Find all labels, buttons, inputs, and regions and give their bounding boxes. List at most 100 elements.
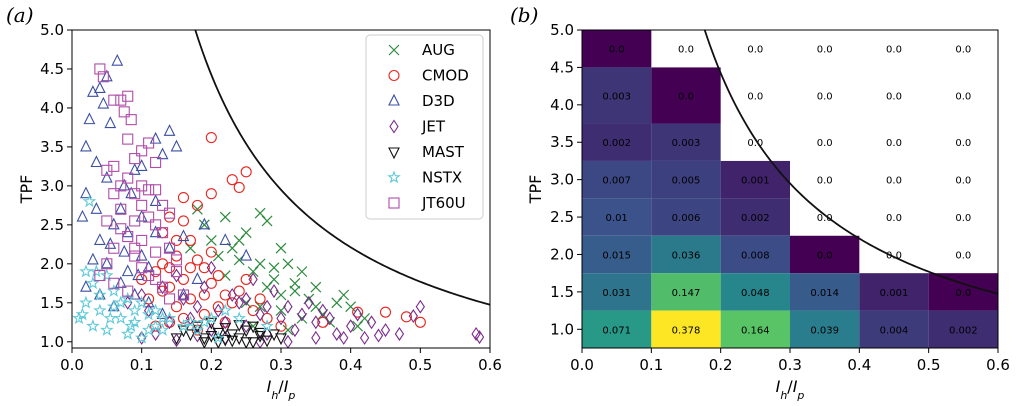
data-point-jet xyxy=(325,311,335,326)
data-point-cmod xyxy=(352,306,364,318)
data-point-nstx xyxy=(100,268,114,282)
x-tick-label: 0.4 xyxy=(847,356,871,374)
data-point-jet xyxy=(199,280,210,295)
series-jet xyxy=(123,260,485,348)
legend-label-d3d: D3D xyxy=(422,92,455,110)
heatmap-cell xyxy=(582,273,652,311)
data-point-aug xyxy=(254,258,266,270)
data-point-d3d xyxy=(177,287,190,300)
legend: AUG CMOD D3D JET MAST NSTX JT60U xyxy=(365,34,484,220)
legend-label-jet: JET xyxy=(421,118,446,136)
data-point-jet xyxy=(318,303,328,318)
data-point-aug xyxy=(338,289,350,301)
data-point-d3d xyxy=(80,139,92,152)
heatmap-cell-value: 0.01 xyxy=(606,213,628,224)
heatmap-cell-value: 0.0 xyxy=(678,91,694,102)
heatmap-cell xyxy=(651,198,721,236)
data-point-cmod xyxy=(219,316,231,328)
y-tick-label: 4.0 xyxy=(550,96,574,114)
data-point-nstx xyxy=(120,291,135,305)
data-point-d3d xyxy=(118,178,131,191)
heatmap-cell-value: 0.014 xyxy=(810,288,839,299)
y-tick-label: 3.5 xyxy=(550,133,574,151)
legend-marker-aug xyxy=(388,44,400,56)
data-point-jt60u xyxy=(129,153,141,165)
legend-label-aug: AUG xyxy=(422,41,455,59)
data-point-cmod xyxy=(379,306,392,318)
heatmap-cell xyxy=(582,235,652,274)
heatmap-cell xyxy=(928,273,998,311)
heatmap-cell-value: 0.0 xyxy=(817,138,833,149)
data-point-jt60u xyxy=(94,63,106,75)
data-point-cmod xyxy=(177,215,190,227)
data-point-jt60u xyxy=(115,223,127,235)
data-point-d3d xyxy=(156,307,169,320)
data-point-nstx xyxy=(89,264,104,278)
heatmap-cell-value: 0.015 xyxy=(602,250,631,261)
data-point-jet xyxy=(192,299,203,314)
data-point-nstx xyxy=(100,322,114,336)
data-point-cmod xyxy=(414,316,426,328)
data-point-aug xyxy=(198,219,210,231)
y-tick-label: 3.5 xyxy=(40,138,64,156)
y-tick-label: 4.5 xyxy=(550,58,574,76)
data-point-mast xyxy=(198,333,211,346)
data-point-d3d xyxy=(93,233,106,245)
x-tick-label: 0.2 xyxy=(709,356,733,374)
data-point-d3d xyxy=(90,202,103,214)
data-point-jt60u xyxy=(115,180,127,192)
data-point-cmod xyxy=(212,269,224,282)
data-point-jet xyxy=(339,330,349,345)
heatmap-cell-value: 0.0 xyxy=(886,213,902,224)
y-tick-label: 5.0 xyxy=(40,21,64,39)
data-point-d3d xyxy=(125,186,138,199)
boundary-curve xyxy=(194,30,490,306)
data-point-cmod xyxy=(226,297,238,309)
data-point-aug xyxy=(212,250,224,262)
data-point-jet xyxy=(380,323,391,338)
data-point-aug xyxy=(219,211,231,223)
data-point-jt60u xyxy=(101,164,113,176)
heatmap-cell-value: 0.006 xyxy=(672,213,701,224)
heatmap-cell-value: 0.147 xyxy=(672,288,701,299)
data-point-jt60u xyxy=(163,207,176,219)
data-point-jet xyxy=(311,315,321,330)
data-point-nstx xyxy=(72,311,86,325)
data-point-nstx xyxy=(218,303,233,317)
heatmap-cell xyxy=(651,235,721,274)
data-point-nstx xyxy=(86,276,100,290)
data-point-nstx xyxy=(148,303,163,317)
data-point-nstx xyxy=(155,322,170,336)
data-point-jt60u xyxy=(136,262,148,274)
data-point-cmod xyxy=(184,262,196,274)
y-tick-label: 3.0 xyxy=(550,171,574,189)
data-point-aug xyxy=(205,235,217,246)
data-point-cmod xyxy=(226,174,238,186)
data-point-jt60u xyxy=(157,199,169,211)
data-point-d3d xyxy=(191,272,204,284)
legend-marker-mast xyxy=(388,147,400,160)
heatmap-cell-value: 0.0 xyxy=(817,45,833,56)
data-point-jet xyxy=(137,288,147,302)
data-point-aug xyxy=(282,258,294,270)
data-point-jt60u xyxy=(150,156,162,169)
data-point-jt60u xyxy=(136,145,148,157)
heatmap-cell-value: 0.039 xyxy=(810,325,839,336)
data-point-jt60u xyxy=(115,203,127,215)
heatmap-cell xyxy=(720,160,790,199)
heatmap-cell xyxy=(582,198,652,236)
data-point-d3d xyxy=(198,217,211,230)
heatmap-cell xyxy=(859,273,929,311)
data-point-jt60u xyxy=(177,289,190,301)
data-point-cmod xyxy=(219,289,231,301)
data-point-jet xyxy=(359,330,370,345)
heatmap-cell-value: 0.036 xyxy=(672,250,701,261)
data-point-mast xyxy=(205,317,218,330)
data-point-jt60u xyxy=(150,273,162,285)
data-point-d3d xyxy=(87,252,99,265)
data-point-mast xyxy=(212,327,225,340)
heatmap-cell-value: 0.002 xyxy=(602,138,631,149)
data-point-nstx xyxy=(124,319,138,332)
data-point-jet xyxy=(248,272,258,287)
heatmap-cell-value: 0.0 xyxy=(955,176,971,187)
